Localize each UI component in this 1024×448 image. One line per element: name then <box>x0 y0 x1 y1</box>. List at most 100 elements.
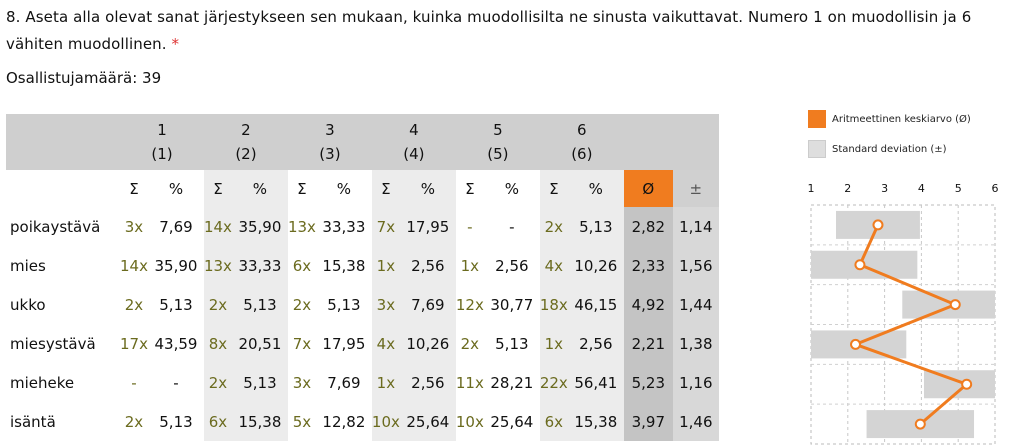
percent-cell: 7,69 <box>399 285 456 324</box>
rank-sub: (4) <box>403 145 425 163</box>
count-cell: 1x <box>371 363 400 402</box>
mean-cell: 4,92 <box>623 285 673 324</box>
percent-header: % <box>147 170 204 207</box>
x-tick-label: 4 <box>918 182 925 195</box>
count-cell: 22x <box>539 363 568 402</box>
percent-header: % <box>315 170 372 207</box>
mean-cell: 5,23 <box>623 363 673 402</box>
rank-header-row: 1 (1) 2 (2) 3 (3) 4 (4) 5 (5) 6 (6) <box>6 114 719 170</box>
rank-sub: (1) <box>151 145 173 163</box>
percent-cell: 5,13 <box>147 402 204 441</box>
legend-swatch-mean <box>808 110 826 128</box>
rank-header-6: 6 (6) <box>539 114 624 170</box>
count-cell: 2x <box>455 324 484 363</box>
count-cell: 1x <box>539 324 568 363</box>
sd-cell: 1,46 <box>672 402 719 441</box>
legend-swatch-sd <box>808 140 826 158</box>
table-row: mies 14x 35,90 13x 33,33 6x 15,38 1x 2,56 1x 2,56 4… <box>6 246 719 285</box>
percent-cell: 5,13 <box>483 324 540 363</box>
percent-cell: 5,13 <box>567 207 624 246</box>
table-row: mieheke - -2x 5,13 3x 7,69 1x 2,56 11x 28,21 22x 56… <box>6 363 719 402</box>
sum-header: Σ <box>287 170 316 207</box>
rank-number: 4 <box>409 121 419 139</box>
participant-count: Osallistujamäärä: 39 <box>6 69 162 87</box>
percent-cell: 20,51 <box>231 324 288 363</box>
count-cell: 2x <box>539 207 568 246</box>
table-row: ukko 2x 5,13 2x 5,13 2x 5,13 3x 7,69 12x 30,77 18x 4… <box>6 285 719 324</box>
sd-cell: 1,38 <box>672 324 719 363</box>
row-word: isäntä <box>6 402 120 441</box>
percent-cell: 10,26 <box>399 324 456 363</box>
percent-cell: 12,82 <box>315 402 372 441</box>
chart-legend: Aritmeettinen keskiarvo (Ø) Standard dev… <box>808 104 971 164</box>
table-row: isäntä 2x 5,13 6x 15,38 5x 12,82 10x 25,64 10x 25,… <box>6 402 719 441</box>
percent-cell: 5,13 <box>231 363 288 402</box>
mean-point <box>949 299 961 311</box>
percent-header: % <box>399 170 456 207</box>
x-tick-label: 1 <box>808 182 815 195</box>
count-cell: 6x <box>203 402 232 441</box>
percent-cell: 25,64 <box>399 402 456 441</box>
question-label: 8. Aseta alla olevat sanat järjestykseen… <box>6 8 972 53</box>
rank-number: 5 <box>493 121 503 139</box>
x-tick-label: 2 <box>844 182 851 195</box>
percent-cell: 5,13 <box>315 285 372 324</box>
sd-cell: 1,16 <box>672 363 719 402</box>
mean-cell: 2,21 <box>623 324 673 363</box>
rank-header-3: 3 (3) <box>287 114 372 170</box>
rank-sub: (3) <box>319 145 341 163</box>
legend-item-mean: Aritmeettinen keskiarvo (Ø) <box>808 104 971 134</box>
x-tick-label: 5 <box>955 182 962 195</box>
percent-cell: 33,33 <box>231 246 288 285</box>
required-mark: * <box>171 35 180 53</box>
count-cell: 7x <box>287 324 316 363</box>
mean-point <box>914 418 926 430</box>
percent-cell: 35,90 <box>231 207 288 246</box>
percent-cell: 28,21 <box>483 363 540 402</box>
legend-item-sd: Standard deviation (±) <box>808 134 971 164</box>
count-cell: 2x <box>203 285 232 324</box>
percent-cell: 17,95 <box>399 207 456 246</box>
rank-sub: (6) <box>571 145 593 163</box>
table-row: miesystävä 17x 43,59 8x 20,51 7x 17,95 4x 10,26 2… <box>6 324 719 363</box>
sd-bar <box>923 370 995 399</box>
percent-cell: 56,41 <box>567 363 624 402</box>
count-cell: 13x <box>287 207 316 246</box>
percent-cell: - <box>483 207 540 246</box>
count-cell: 3x <box>287 363 316 402</box>
count-cell: 3x <box>371 285 400 324</box>
mean-sd-chart: 1 2 3 4 5 6 <box>808 182 999 445</box>
mean-point <box>850 338 862 350</box>
percent-header: % <box>567 170 624 207</box>
percent-cell: 2,56 <box>483 246 540 285</box>
row-word: ukko <box>6 285 120 324</box>
row-word: mies <box>6 246 120 285</box>
header-blank-name <box>6 170 120 207</box>
x-tick-label: 3 <box>881 182 888 195</box>
percent-cell: 35,90 <box>147 246 204 285</box>
count-cell: 13x <box>203 246 232 285</box>
percent-cell: 15,38 <box>231 402 288 441</box>
rank-number: 2 <box>241 121 251 139</box>
rank-header-5: 5 (5) <box>455 114 540 170</box>
percent-cell: 2,56 <box>567 324 624 363</box>
sum-header: Σ <box>120 170 148 207</box>
rank-header-1: 1 (1) <box>120 114 204 170</box>
count-cell: 17x <box>120 324 148 363</box>
count-cell: 4x <box>539 246 568 285</box>
percent-cell: 10,26 <box>567 246 624 285</box>
percent-cell: 7,69 <box>147 207 204 246</box>
percent-cell: 15,38 <box>567 402 624 441</box>
x-tick-label: 6 <box>992 182 999 195</box>
sum-header: Σ <box>203 170 232 207</box>
percent-cell: 2,56 <box>399 246 456 285</box>
percent-cell: 17,95 <box>315 324 372 363</box>
percent-header: % <box>231 170 288 207</box>
mean-header: Ø <box>623 170 673 207</box>
count-cell: 11x <box>455 363 484 402</box>
sum-header: Σ <box>539 170 568 207</box>
rank-sub: (5) <box>487 145 509 163</box>
sum-header: Σ <box>455 170 484 207</box>
header-blank-avg <box>623 114 673 170</box>
count-cell: 1x <box>371 246 400 285</box>
